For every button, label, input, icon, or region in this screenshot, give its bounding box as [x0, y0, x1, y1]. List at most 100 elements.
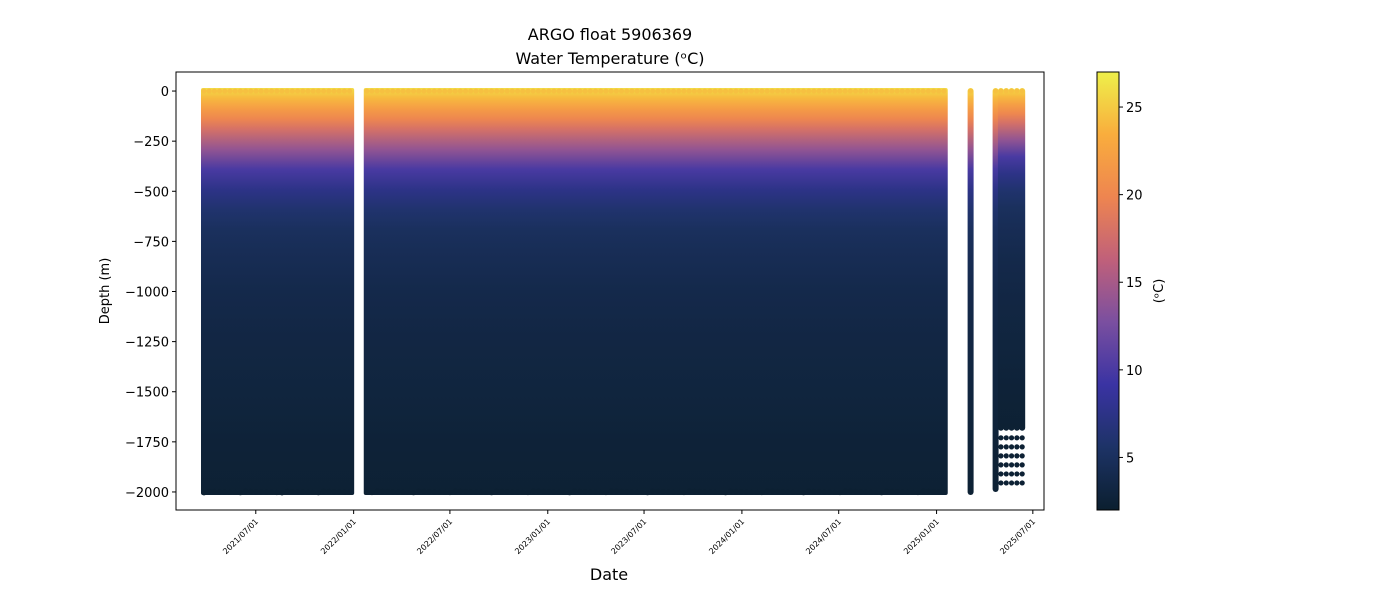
surface-point [410, 88, 417, 94]
surface-point [320, 88, 327, 94]
bottom-point [530, 488, 536, 494]
surface-point [436, 88, 443, 94]
surface-point [884, 88, 890, 94]
surface-point [920, 88, 926, 94]
bottom-point [858, 489, 864, 495]
surface-point [530, 88, 536, 94]
bottom-point [925, 488, 931, 494]
bottom-point [790, 489, 796, 495]
bottom-point [785, 489, 791, 495]
bottom-point [842, 488, 848, 494]
y-tick-label: −2000 [125, 486, 169, 501]
surface-point [936, 88, 942, 94]
surface-point [904, 88, 911, 94]
y-tick-label: −1500 [125, 386, 169, 401]
colorbar [1096, 71, 1120, 511]
profile-line [967, 88, 974, 495]
bottom-point [728, 488, 734, 494]
bottom-point [889, 488, 895, 494]
deep-point [998, 462, 1004, 468]
deep-point [1014, 462, 1020, 468]
bottom-point [566, 490, 573, 496]
surface-point [499, 88, 505, 94]
surface-point [665, 88, 671, 94]
surface-point [832, 88, 838, 94]
surface-point [811, 88, 817, 94]
bottom-point [826, 489, 833, 495]
deep-point [998, 453, 1004, 459]
bottom-point [535, 488, 541, 494]
bottom-point [821, 489, 827, 495]
surface-point [785, 88, 791, 94]
surface-point [284, 88, 290, 94]
bottom-point [629, 489, 635, 495]
surface-point [346, 88, 353, 94]
surface-point [769, 88, 775, 94]
deep-point [998, 480, 1004, 486]
bottom-point [540, 488, 547, 495]
surface-point [525, 88, 531, 94]
deep-point [1019, 444, 1025, 450]
surface-point [915, 88, 921, 94]
y-tick-label: −1000 [125, 286, 169, 301]
bottom-point [473, 489, 479, 495]
bottom-point [442, 489, 448, 495]
surface-point [968, 88, 974, 94]
surface-point [216, 88, 223, 94]
bottom-point [592, 489, 599, 495]
surface-point [300, 88, 306, 94]
bottom-point [582, 488, 588, 495]
bottom-point [242, 488, 249, 494]
deep-point [1008, 444, 1015, 450]
y-axis-label: Depth (m) [98, 258, 113, 325]
surface-point [222, 88, 228, 94]
deep-point [1008, 435, 1015, 441]
surface-point [639, 88, 645, 94]
bottom-point [341, 489, 347, 495]
deep-point [1014, 480, 1020, 486]
bottom-point [598, 489, 604, 495]
bottom-point [795, 489, 801, 496]
surface-point [535, 88, 541, 94]
bottom-point [681, 489, 687, 496]
bottom-point [421, 488, 427, 494]
deep-point [998, 435, 1004, 441]
surface-point [624, 88, 630, 94]
surface-point [566, 88, 573, 94]
bottom-point [634, 489, 640, 495]
surface-point [821, 88, 827, 94]
surface-point [910, 88, 916, 94]
surface-point [998, 88, 1004, 94]
bottom-point [930, 488, 937, 495]
surface-point [478, 88, 484, 94]
bottom-point [279, 490, 285, 496]
deep-point [1003, 453, 1009, 459]
bottom-point [514, 489, 521, 495]
surface-point [504, 88, 510, 94]
surface-point [232, 88, 238, 94]
y-axis: 0 −250 −500 −750 −1000 −1250 −1500 −1750 −2000 [125, 85, 176, 501]
deep-point [1008, 453, 1015, 459]
bottom-point [258, 489, 264, 495]
bottom-point [722, 490, 729, 496]
profile-line [1008, 88, 1015, 431]
bottom-point [369, 489, 375, 496]
surface-point [993, 88, 999, 94]
bottom-point [624, 489, 630, 495]
surface-point [483, 88, 489, 94]
surface-point [572, 88, 578, 94]
surface-point [629, 88, 635, 94]
bottom-point [315, 490, 321, 496]
bottom-point [613, 488, 619, 494]
surface-point [795, 88, 801, 94]
bottom-point [618, 488, 625, 495]
bottom-point [847, 488, 853, 494]
surface-point [1003, 88, 1009, 94]
bottom-point [326, 488, 332, 494]
bottom-point [920, 488, 926, 494]
bottom-point [390, 489, 396, 495]
surface-point [253, 88, 259, 94]
bottom-point [837, 489, 843, 496]
surface-point [426, 88, 432, 94]
bottom-point [702, 489, 708, 495]
